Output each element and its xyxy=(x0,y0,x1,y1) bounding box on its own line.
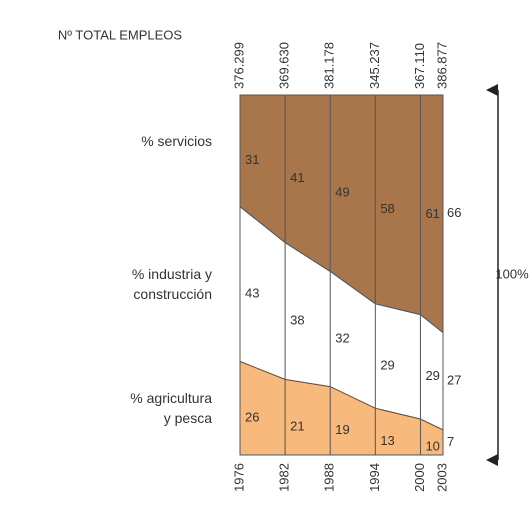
data-label: 41 xyxy=(290,170,304,185)
total-label: 376.299 xyxy=(231,42,246,89)
data-label: 26 xyxy=(245,410,259,425)
total-label: 386.877 xyxy=(434,42,449,89)
data-label: 13 xyxy=(380,433,394,448)
data-label: 29 xyxy=(380,357,394,372)
data-label: 31 xyxy=(245,152,259,167)
data-label: 43 xyxy=(245,285,259,300)
data-label: 19 xyxy=(335,422,349,437)
legend-label: % servicios xyxy=(141,132,212,149)
x-tick-label: 1994 xyxy=(367,463,382,492)
x-tick-label: 2003 xyxy=(434,463,449,492)
x-tick-label: 1988 xyxy=(322,463,337,492)
legend-label: % industria y construcción xyxy=(131,266,212,302)
data-label: 49 xyxy=(335,185,349,200)
x-tick-label: 2000 xyxy=(412,463,427,492)
x-tick-label: 1976 xyxy=(231,463,246,492)
data-label: 38 xyxy=(290,312,304,327)
legend-label: % agricultura y pesca xyxy=(130,390,212,427)
data-label: 32 xyxy=(335,330,349,345)
annotation: 100% xyxy=(495,266,529,281)
data-label: 10 xyxy=(425,438,439,453)
chart-title: Nº TOTAL EMPLEOS xyxy=(58,27,183,42)
arrow-head xyxy=(486,84,498,96)
data-label: 21 xyxy=(290,419,304,434)
data-label: 58 xyxy=(380,201,394,216)
x-tick-label: 1982 xyxy=(277,463,292,492)
data-label: 7 xyxy=(447,434,454,449)
total-label: 381.178 xyxy=(322,42,337,89)
data-label: 61 xyxy=(425,206,439,221)
data-label: 27 xyxy=(447,373,461,388)
total-label: 367.110 xyxy=(412,43,427,89)
data-label: 29 xyxy=(425,368,439,383)
data-label: 66 xyxy=(447,205,461,220)
total-label: 369.630 xyxy=(277,42,292,89)
total-label: 345.237 xyxy=(367,42,382,89)
arrow-head xyxy=(486,454,498,466)
